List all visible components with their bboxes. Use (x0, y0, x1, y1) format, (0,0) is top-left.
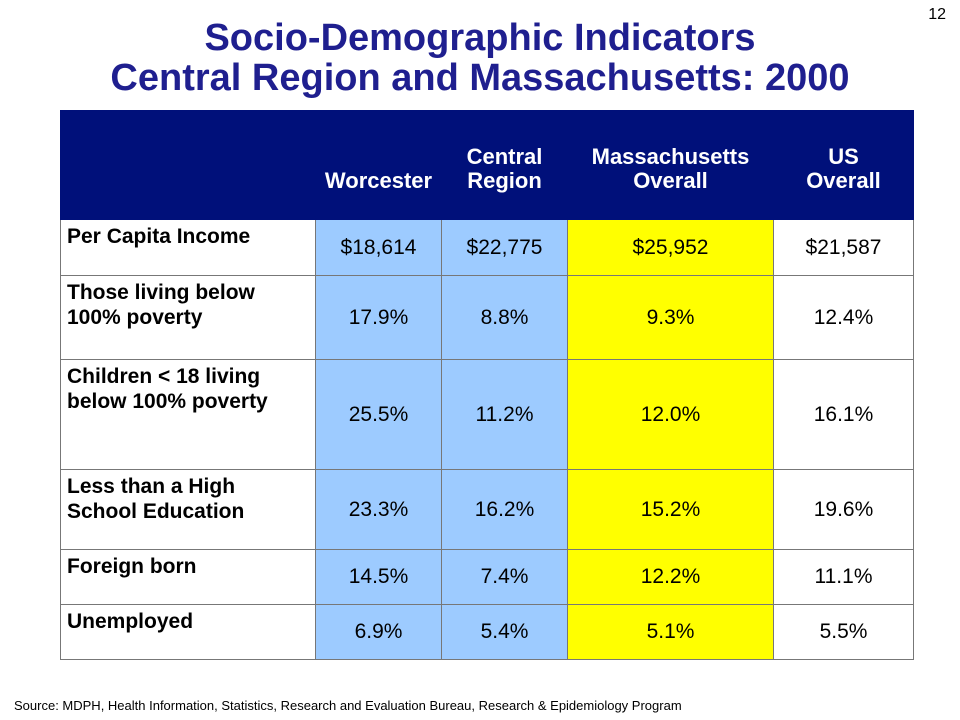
table-cell: 14.5% (315, 549, 442, 605)
table-cell: 12.4% (773, 275, 914, 360)
table-body: Per Capita Income $18,614 $22,775 $25,952 $2… (60, 219, 914, 660)
row-label: Less than a High School Education (60, 469, 316, 550)
table-cell: $21,587 (773, 219, 914, 276)
row-label: Per Capita Income (60, 219, 316, 276)
source-note: Source: MDPH, Health Information, Statis… (14, 698, 682, 713)
table-cell: 9.3% (567, 275, 774, 360)
table-cell: 11.2% (441, 359, 568, 470)
table-cell: 11.1% (773, 549, 914, 605)
table-cell: 23.3% (315, 469, 442, 550)
table-cell: 12.0% (567, 359, 774, 470)
table-row: Less than a High School Education 23.3% 16… (60, 469, 914, 550)
table-cell: 17.9% (315, 275, 442, 360)
table-cell: 5.4% (441, 604, 568, 660)
header-blank (60, 110, 316, 220)
table-row: Children < 18 living below 100% poverty 2… (60, 359, 914, 470)
table-cell: 16.1% (773, 359, 914, 470)
table-cell: 12.2% (567, 549, 774, 605)
page-title: Socio-Demographic Indicators Central Reg… (0, 18, 960, 98)
table-row: Foreign born 14.5% 7.4% 12.2% 11.1% (60, 549, 914, 605)
table-row: Those living below 100% poverty 17.9% 8.8%… (60, 275, 914, 360)
row-label: Unemployed (60, 604, 316, 660)
table-row: Unemployed 6.9% 5.4% 5.1% 5.5% (60, 604, 914, 660)
row-label: Foreign born (60, 549, 316, 605)
table-cell: $18,614 (315, 219, 442, 276)
header-worcester: Worcester (315, 110, 442, 220)
row-label: Those living below 100% poverty (60, 275, 316, 360)
table-cell: 16.2% (441, 469, 568, 550)
title-line-1: Socio-Demographic Indicators (204, 17, 756, 59)
title-line-2: Central Region and Massachusetts: 2000 (110, 57, 850, 99)
table-cell: 5.5% (773, 604, 914, 660)
header-massachusetts: Massachusetts Overall (567, 110, 774, 220)
table-cell: $25,952 (567, 219, 774, 276)
table-cell: $22,775 (441, 219, 568, 276)
table-cell: 5.1% (567, 604, 774, 660)
row-label: Children < 18 living below 100% poverty (60, 359, 316, 470)
table-cell: 15.2% (567, 469, 774, 550)
slide-number: 12 (928, 6, 946, 23)
table-cell: 7.4% (441, 549, 568, 605)
header-central-region: Central Region (441, 110, 568, 220)
table-header-row: Worcester Central Region Massachusetts Ove… (60, 110, 914, 220)
table-cell: 8.8% (441, 275, 568, 360)
indicators-table: Worcester Central Region Massachusetts Ove… (60, 110, 914, 660)
table-cell: 25.5% (315, 359, 442, 470)
header-us: US Overall (773, 110, 914, 220)
table-cell: 6.9% (315, 604, 442, 660)
table-row: Per Capita Income $18,614 $22,775 $25,952 $2… (60, 219, 914, 276)
table-cell: 19.6% (773, 469, 914, 550)
